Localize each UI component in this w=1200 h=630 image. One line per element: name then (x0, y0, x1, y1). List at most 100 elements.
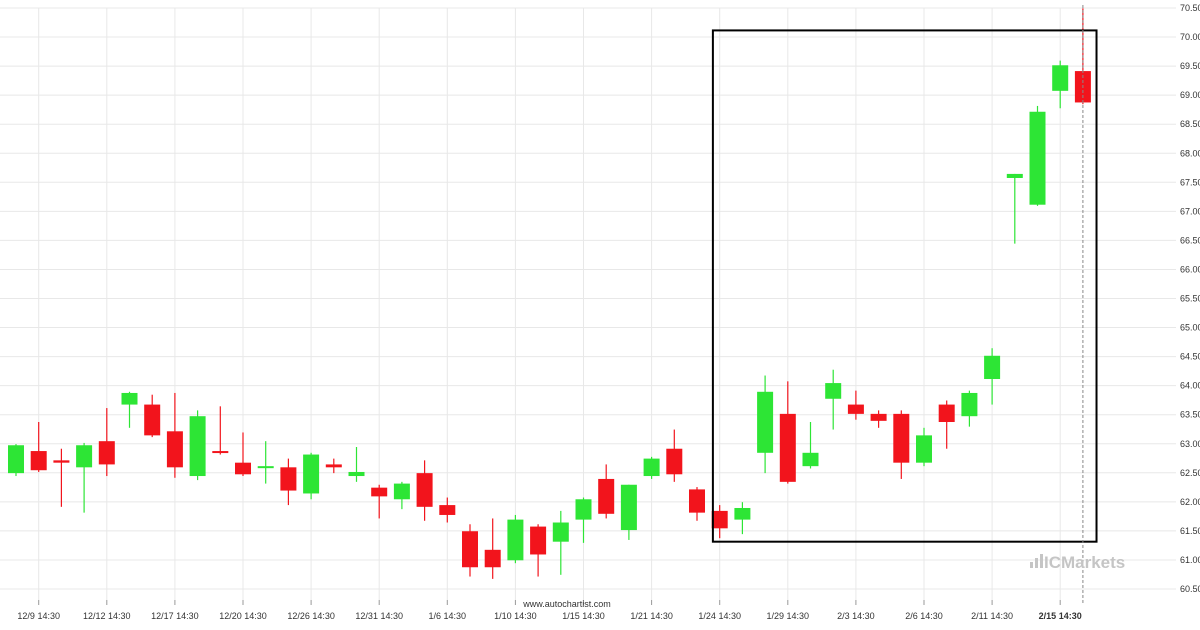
y-tick-label: 69.0057 (1180, 90, 1200, 100)
x-tick-label: 12/31 14:30 (355, 611, 403, 621)
candle-body (666, 448, 683, 475)
y-tick-label: 65.0057 (1180, 323, 1200, 333)
pattern-box (711, 29, 1098, 543)
candle-body (779, 413, 796, 482)
candle-body (166, 431, 183, 468)
candle-body (757, 391, 774, 453)
y-tick-label: 70.5057 (1180, 3, 1200, 13)
candle-down (484, 518, 501, 579)
candle-body (439, 505, 456, 515)
candle-body (916, 435, 932, 463)
candle-body (1006, 173, 1023, 178)
x-tick-label: 12/9 14:30 (17, 611, 60, 621)
y-tick-label: 60.5057 (1180, 584, 1200, 594)
candle-up (620, 484, 637, 540)
candle-down (416, 460, 433, 521)
candle-body (689, 489, 705, 513)
candle-up (1029, 105, 1046, 206)
candle-body (144, 404, 161, 436)
candle-up (8, 444, 24, 477)
candle-body (484, 549, 501, 568)
candle-down (938, 400, 955, 449)
candle-body (280, 467, 297, 491)
candle-up (961, 390, 978, 427)
candle-body (734, 507, 751, 520)
candle-up (1006, 173, 1023, 244)
candle-body (530, 526, 547, 555)
candle-up (348, 446, 365, 482)
y-tick-label: 62.5057 (1180, 468, 1200, 478)
candle-down (166, 392, 183, 478)
x-axis: 12/9 14:30 12/12 14:30 12/17 14:30 12/20 14… (17, 600, 1082, 621)
x-tick-label: 2/15 14:30 (1039, 611, 1082, 621)
candle-down (870, 410, 887, 428)
x-tick-label: 1/10 14:30 (494, 611, 537, 621)
y-tick-label: 61.0057 (1180, 555, 1200, 565)
x-tick-label: 1/6 14:30 (429, 611, 467, 621)
y-tick-label: 61.5057 (1180, 526, 1200, 536)
candle-up (802, 422, 819, 469)
candle-body (462, 531, 478, 568)
candle-down (98, 408, 115, 477)
candle-up (121, 391, 138, 428)
candle-down (144, 394, 161, 438)
brand-bar-1 (1030, 562, 1033, 568)
candle-up (734, 502, 751, 535)
y-tick-label: 66.5057 (1180, 235, 1200, 245)
candle-down (893, 410, 910, 479)
x-tick-label: 12/20 14:30 (219, 611, 267, 621)
svg-text:ICMarkets: ICMarkets (1044, 553, 1125, 572)
candle-body (371, 487, 388, 497)
candle-body (575, 499, 592, 520)
candle-body (303, 454, 320, 494)
brand-logo: ICMarkets (1030, 553, 1125, 572)
candle-body (416, 473, 433, 507)
source-label: www.autochartist.com (522, 599, 611, 609)
candle-down (280, 458, 297, 506)
candle-body (30, 451, 47, 471)
candle-up (507, 514, 524, 564)
y-tick-label: 67.0057 (1180, 206, 1200, 216)
candle-up (984, 348, 1001, 405)
candle-body (847, 404, 864, 414)
y-tick-label: 69.5057 (1180, 61, 1200, 71)
x-tick-label: 1/24 14:30 (698, 611, 741, 621)
candle-body (189, 416, 206, 477)
candle-down (847, 390, 864, 420)
candle-up (916, 427, 932, 467)
y-tick-label: 66.0057 (1180, 264, 1200, 274)
candle-body (598, 478, 615, 514)
x-tick-label: 1/21 14:30 (630, 611, 673, 621)
x-tick-label: 1/29 14:30 (767, 611, 810, 621)
candle-up (189, 410, 206, 481)
candle-body (98, 441, 115, 465)
y-tick-label: 65.5057 (1180, 294, 1200, 304)
candle-body (8, 445, 24, 474)
candle-up (575, 497, 592, 543)
candle-up (825, 369, 842, 430)
candle-body (235, 462, 251, 475)
candle-body (325, 464, 342, 468)
candle-up (76, 442, 93, 513)
candle-body (257, 466, 274, 469)
candle-body (53, 460, 70, 463)
candle-up (552, 510, 569, 575)
y-tick-label: 62.0057 (1180, 497, 1200, 507)
candle-body (984, 355, 1001, 380)
candle-down (711, 505, 728, 539)
y-tick-label: 67.5057 (1180, 177, 1200, 187)
candle-body (393, 483, 410, 500)
y-tick-label: 68.5057 (1180, 119, 1200, 129)
candles-layer (8, 8, 1091, 579)
x-tick-label: 2/11 14:30 (971, 611, 1013, 621)
candle-body (802, 452, 819, 467)
candle-up (643, 456, 660, 479)
candle-body (1052, 65, 1069, 91)
candle-down (779, 381, 796, 484)
candle-body (212, 451, 229, 454)
candle-down (325, 458, 342, 474)
y-tick-label: 63.0057 (1180, 439, 1200, 449)
candle-down (530, 524, 547, 577)
brand-bar-2 (1035, 558, 1038, 568)
